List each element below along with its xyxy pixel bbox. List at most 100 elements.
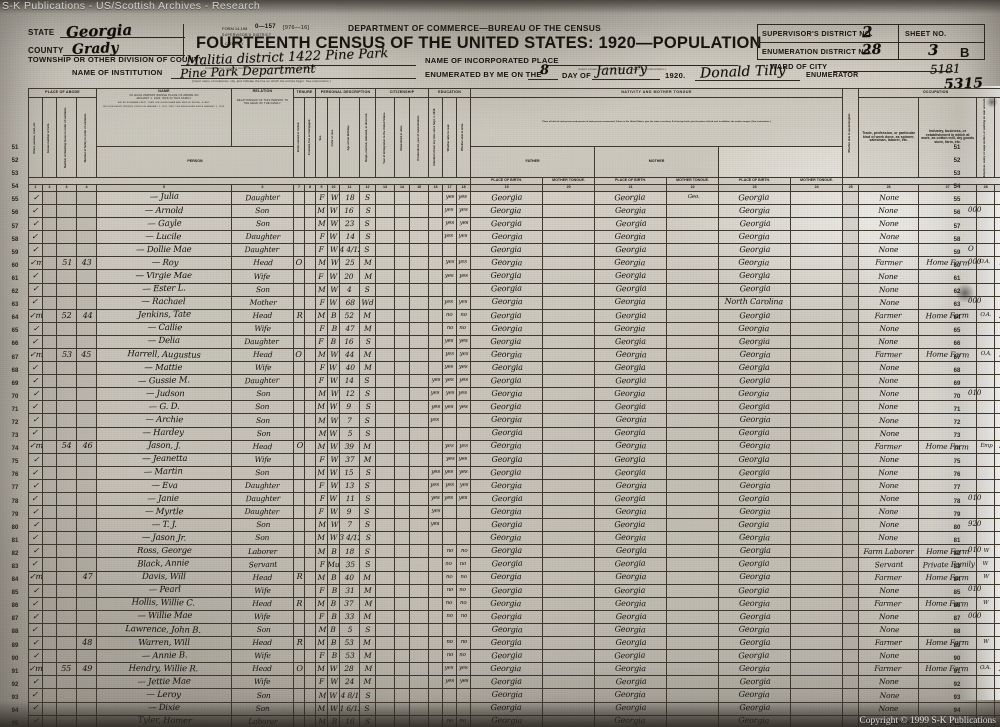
cell-age-value: 16: [344, 336, 354, 347]
cell-naturalized: [394, 701, 411, 716]
cell-father-birthplace-value: Georgia: [614, 716, 646, 726]
cell-mother-birthplace: Georgia: [718, 243, 792, 258]
cell-mother-mother-tongue: [790, 492, 844, 507]
cell-year-naturalization: [409, 413, 430, 428]
column-number-cell: 3: [56, 183, 77, 192]
cell-father-birthplace-value: Georgia: [614, 257, 646, 268]
cell-year-naturalization: [409, 570, 430, 585]
cell-person-birthplace-value: Georgia: [491, 349, 523, 360]
cell-attended-school: [428, 308, 444, 323]
cell-dwelling-number: [56, 452, 77, 467]
cell-father-birthplace-value: Georgia: [615, 375, 647, 386]
cell-mother-birthplace-value: Georgia: [739, 218, 771, 229]
cell-marital-status-value: M: [363, 323, 372, 333]
cell-street-tick-value: ✓m: [28, 572, 43, 582]
column-number-cell: 26: [858, 183, 920, 192]
cell-father-birthplace: Georgia: [594, 400, 668, 415]
line-number-right: 83: [953, 564, 961, 570]
cell-home-owned-value: R: [296, 310, 303, 320]
cell-able-read: [442, 622, 458, 638]
nativity-instruction: Place of birth of each person and parent…: [470, 96, 844, 148]
cell-naturalized: [394, 649, 411, 664]
cell-person-birthplace-value: Georgia: [490, 637, 522, 647]
cell-father-birthplace-value: Georgia: [615, 611, 647, 621]
cell-naturalized: [394, 269, 411, 284]
line-number-left: 91: [11, 668, 19, 675]
cell-family-number-value: 45: [80, 349, 91, 359]
cell-street-tick: ✓: [28, 230, 43, 245]
cell-able-read: yes: [442, 662, 458, 677]
cell-age: 39: [339, 439, 361, 454]
cell-year-immigration: [375, 452, 396, 467]
line-number-right: 86: [953, 603, 961, 610]
cell-marital-status-value: S: [364, 481, 370, 491]
cell-age-value: 37: [344, 598, 354, 608]
cell-attended-school: [428, 217, 444, 232]
cell-relation: Son: [231, 217, 294, 232]
cell-naturalized: [394, 478, 411, 494]
col-family-number-label: Number of family in order of visitation.: [84, 112, 88, 163]
cell-mother-birthplace-value: North Carolina: [725, 297, 784, 307]
cell-occupation-class-value: W: [983, 573, 989, 580]
cell-family-number-value: 44: [82, 310, 93, 320]
cell-age-value: 12: [345, 389, 355, 399]
cell-mother-mother-tongue: [790, 557, 844, 572]
line-number-left: 54: [11, 184, 19, 191]
cell-occupation-value: None: [878, 376, 899, 386]
cell-speak-english: [842, 426, 860, 441]
cell-relation: Wife: [231, 321, 294, 336]
line-number-left: 53: [11, 171, 19, 178]
cell-name-value: — Dollie Mae: [136, 244, 192, 256]
cell-farm-schedule: [994, 374, 1000, 389]
cell-year-naturalization: [409, 675, 430, 690]
cell-street-tick: ✓: [28, 413, 43, 428]
cell-marital-status-value: S: [365, 625, 371, 635]
cell-relation-value: Son: [254, 533, 269, 543]
line-number-left: 95: [11, 721, 19, 727]
cell-naturalized: [394, 688, 411, 703]
cell-year-immigration: [375, 714, 396, 727]
cell-occupation: Servant: [858, 557, 920, 572]
cell-home-owned: [293, 361, 305, 376]
cell-person-birthplace: Georgia: [470, 557, 544, 572]
cell-able-read-value: no: [446, 311, 453, 318]
cell-home-owned-value: O: [296, 441, 303, 451]
cell-person-mother-tongue: [542, 649, 596, 664]
cell-dwelling-number: [56, 413, 77, 428]
group-education: EDUCATION: [428, 88, 472, 98]
cell-race: W: [327, 256, 341, 271]
cell-home-owned: [293, 649, 305, 664]
cell-person-birthplace-value: Georgia: [491, 388, 523, 399]
cell-occupation-value: None: [879, 232, 900, 242]
cell-attended-school: yes: [428, 387, 444, 402]
cell-father-mother-tongue: [666, 413, 720, 428]
cell-speak-english: [842, 465, 860, 480]
cell-mother-birthplace-value: Georgia: [738, 716, 770, 726]
cell-sex-value: M: [317, 284, 326, 294]
cell-age-value: 4 4/12: [339, 245, 360, 255]
cell-year-naturalization: [409, 714, 430, 727]
cell-year-naturalization: [409, 505, 430, 520]
cell-race: B: [327, 334, 341, 349]
cell-occupation-value: None: [878, 703, 899, 713]
cell-name: — Dixie: [96, 701, 232, 716]
cell-race-value: W: [329, 507, 338, 517]
cell-relation: Son: [231, 518, 294, 533]
cell-occupation-value: Farmer: [875, 258, 903, 268]
col-able-write-label: Whether able to write.: [461, 123, 465, 152]
cell-father-mother-tongue: [666, 334, 720, 349]
cell-able-read: [442, 531, 458, 546]
cell-free-mortgaged: [303, 557, 317, 572]
cell-occupation: None: [858, 334, 920, 349]
value-sheet-letter: B: [960, 45, 970, 60]
cell-street-tick: ✓m: [28, 439, 43, 454]
cell-year-naturalization: [409, 190, 430, 205]
cell-able-write: yes: [456, 439, 472, 454]
cell-family-number: [76, 321, 97, 336]
cell-person-mother-tongue: [542, 492, 596, 507]
cell-marital-status-value: S: [365, 232, 371, 242]
cell-dwelling-number: [56, 478, 77, 494]
cell-name-value: Jason, J.: [147, 440, 181, 452]
cell-able-read-value: no: [446, 573, 453, 580]
